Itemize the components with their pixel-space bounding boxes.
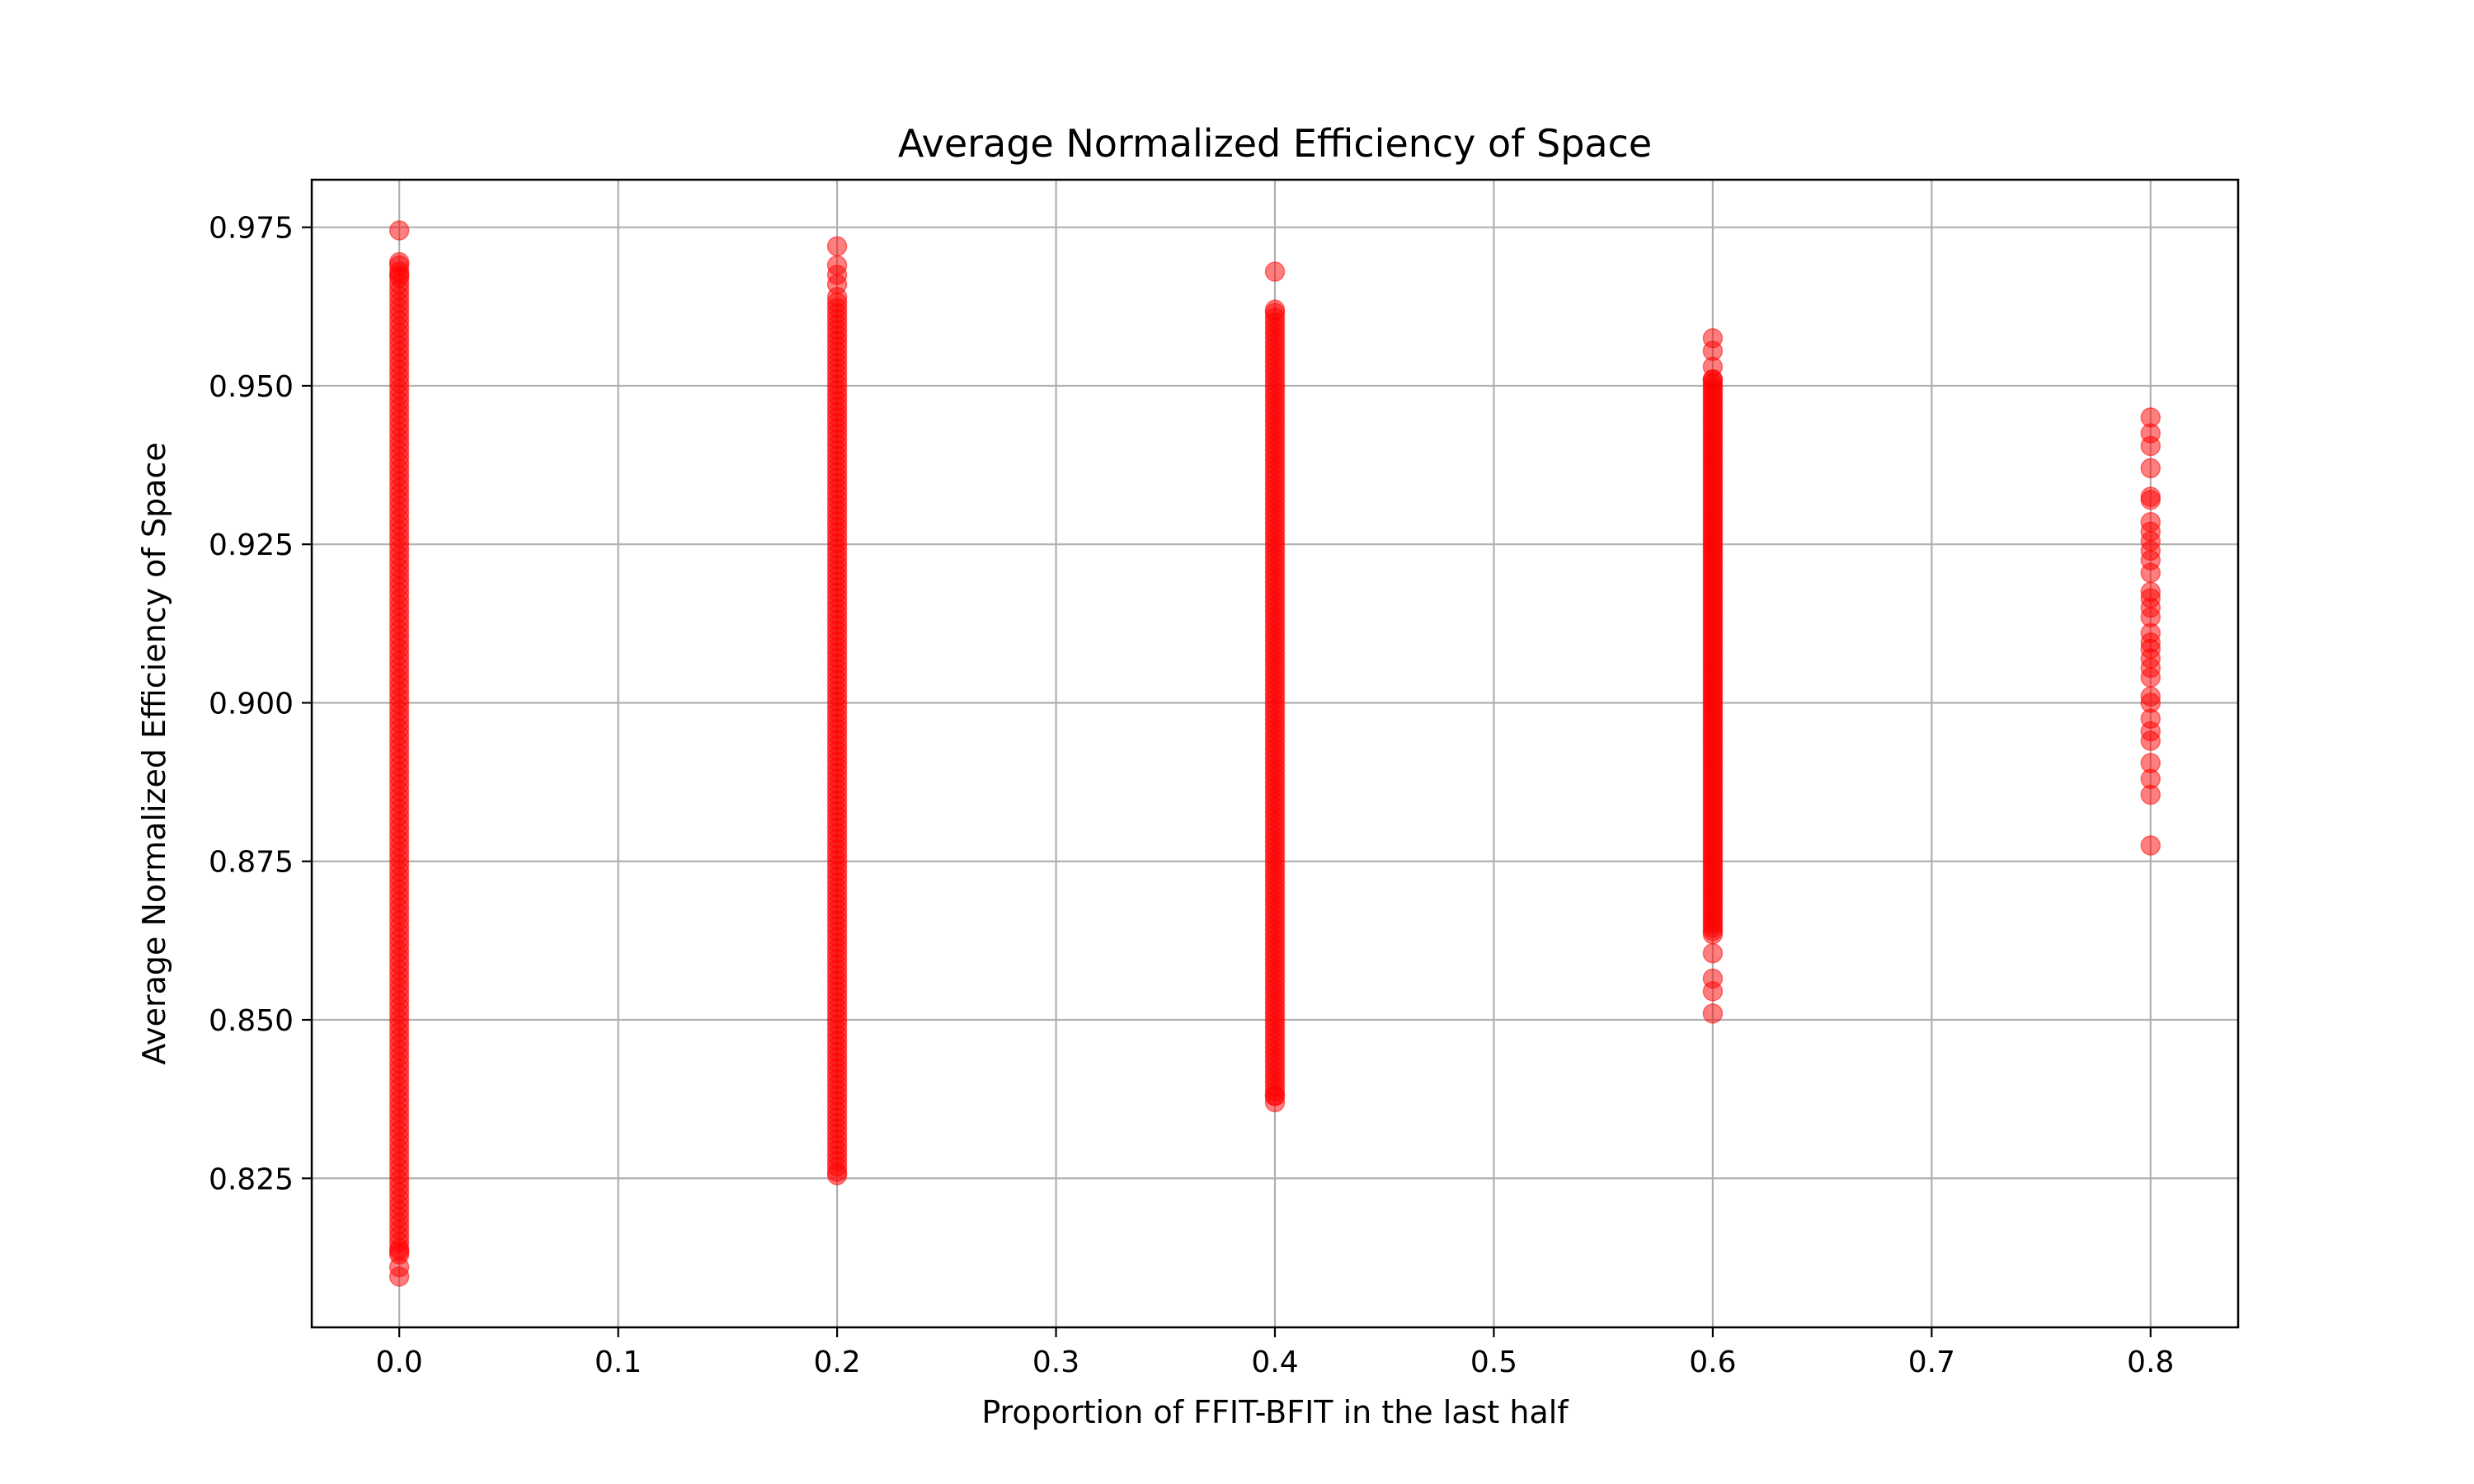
scatter-point bbox=[1264, 261, 1286, 282]
scatter-point bbox=[1702, 923, 1724, 945]
scatter-point bbox=[826, 236, 848, 257]
scatter-points bbox=[388, 220, 2161, 1287]
x-tick-label: 0.2 bbox=[813, 1345, 860, 1379]
x-tick-label: 0.3 bbox=[1032, 1345, 1079, 1379]
x-tick-label: 0.5 bbox=[1470, 1345, 1517, 1379]
x-tick-label: 0.1 bbox=[595, 1345, 642, 1379]
x-tick-label: 0.7 bbox=[1908, 1345, 1955, 1379]
scatter-point bbox=[2140, 435, 2161, 457]
scatter-point bbox=[2140, 562, 2161, 584]
scatter-point bbox=[826, 274, 848, 295]
scatter-point bbox=[1702, 1003, 1724, 1024]
scatter-point bbox=[1264, 1092, 1286, 1113]
scatter-point bbox=[2140, 784, 2161, 805]
scatter-point bbox=[388, 1266, 410, 1287]
y-tick-label: 0.900 bbox=[209, 687, 294, 721]
x-tick-label: 0.6 bbox=[1689, 1345, 1736, 1379]
scatter-point bbox=[2140, 835, 2161, 856]
x-tick-label: 0.4 bbox=[1251, 1345, 1298, 1379]
scatter-point bbox=[388, 220, 410, 241]
scatter-point bbox=[2140, 490, 2161, 510]
scatter-point bbox=[2140, 730, 2161, 751]
x-tick-label: 0.0 bbox=[376, 1345, 423, 1379]
y-tick-label: 0.975 bbox=[209, 212, 294, 246]
axis-ticks: 0.0 0.1 0.2 0.3 0.4 0.5 0.6 0.7 0.8 0.825 0.850 0.8… bbox=[209, 212, 2175, 1379]
y-tick-label: 0.925 bbox=[209, 528, 294, 562]
scatter-point bbox=[826, 1165, 848, 1186]
x-axis-label: Proportion of FFIT-BFIT in the last half bbox=[981, 1394, 1569, 1430]
scatter-point bbox=[2140, 667, 2161, 688]
y-tick-label: 0.875 bbox=[209, 846, 294, 880]
y-tick-label: 0.850 bbox=[209, 1004, 294, 1038]
scatter-point bbox=[1702, 981, 1724, 1002]
scatter-point bbox=[1702, 369, 1724, 390]
scatter-point bbox=[2140, 458, 2161, 479]
y-axis-label: Average Normalized Efficiency of Space bbox=[136, 442, 172, 1064]
scatter-point bbox=[1702, 943, 1724, 964]
x-tick-label: 0.8 bbox=[2127, 1345, 2174, 1379]
scatter-point bbox=[1264, 299, 1286, 320]
chart-title: Average Normalized Efficiency of Space bbox=[898, 121, 1652, 166]
y-tick-label: 0.825 bbox=[209, 1162, 294, 1196]
y-tick-label: 0.950 bbox=[209, 370, 294, 404]
scatter-point bbox=[388, 265, 410, 285]
